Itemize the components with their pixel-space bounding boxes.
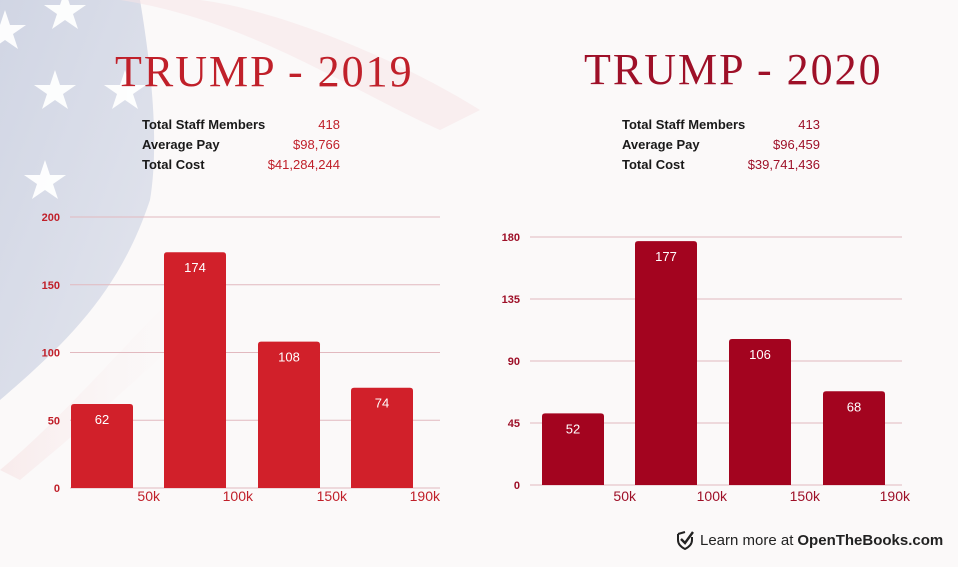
stat-value: 413 — [798, 117, 820, 132]
bar — [164, 252, 226, 488]
bar — [351, 387, 413, 488]
stats-2020: Total Staff Members 413 Average Pay $96,… — [622, 115, 820, 175]
y-tick-label: 135 — [502, 294, 520, 306]
x-tick-label: 150k — [790, 488, 821, 504]
stat-label: Average Pay — [622, 137, 700, 152]
bar — [71, 403, 133, 488]
stat-value: $39,741,436 — [747, 157, 820, 172]
y-tick-label: 50 — [48, 415, 60, 427]
stat-label: Total Staff Members — [622, 117, 746, 132]
stat-row-total-cost: Total Cost $41,284,244 — [142, 155, 340, 175]
y-tick-label: 45 — [508, 418, 520, 430]
bar — [729, 338, 791, 485]
y-tick-label: 150 — [42, 280, 60, 292]
bar-value-label: 177 — [655, 249, 677, 264]
y-tick-label: 180 — [502, 232, 520, 244]
stat-value: $96,459 — [773, 137, 820, 152]
stat-label: Total Cost — [622, 157, 685, 172]
bar — [542, 413, 604, 485]
footer-prefix: Learn more at — [700, 531, 794, 549]
bar-value-label: 174 — [184, 260, 206, 275]
x-tick-label: 50k — [137, 488, 161, 504]
x-tick-label: 100k — [223, 488, 254, 504]
stat-row-total-cost: Total Cost $39,741,436 — [622, 155, 820, 175]
stat-label: Total Staff Members — [142, 117, 266, 132]
bar-value-label: 106 — [749, 347, 771, 362]
footer-link[interactable]: Learn more at OpenTheBooks.com — [676, 530, 943, 550]
y-tick-label: 0 — [514, 480, 520, 492]
x-tick-label: 190k — [880, 488, 911, 504]
stat-label: Total Cost — [142, 157, 205, 172]
stat-value: 418 — [318, 117, 340, 132]
bar — [823, 391, 885, 485]
y-tick-label: 0 — [54, 483, 60, 495]
chart-title-2020: TRUMP - 2020 — [584, 45, 883, 94]
stats-2019: Total Staff Members 418 Average Pay $98,… — [142, 115, 340, 175]
x-tick-label: 150k — [317, 488, 348, 504]
bar-value-label: 68 — [847, 399, 861, 414]
bar-value-label: 74 — [375, 396, 389, 411]
footer-brand: OpenTheBooks.com — [797, 531, 944, 549]
y-tick-label: 90 — [508, 356, 520, 368]
bar-value-label: 52 — [566, 421, 580, 436]
stat-label: Average Pay — [142, 137, 220, 152]
bar — [258, 341, 320, 488]
chart-title-2019: TRUMP - 2019 — [115, 47, 414, 96]
x-tick-label: 100k — [697, 488, 728, 504]
y-tick-label: 200 — [42, 212, 60, 224]
shield-check-icon — [677, 531, 694, 550]
x-tick-label: 50k — [613, 488, 637, 504]
stat-row-staff: Total Staff Members 418 — [142, 115, 340, 135]
x-tick-label: 190k — [410, 488, 441, 504]
bar-value-label: 62 — [95, 412, 109, 427]
bar-value-label: 108 — [278, 350, 300, 365]
stat-row-staff: Total Staff Members 413 — [622, 115, 820, 135]
stat-value: $41,284,244 — [267, 157, 340, 172]
star-icons — [0, 0, 146, 199]
stat-row-average-pay: Average Pay $96,459 — [622, 135, 820, 155]
stat-value: $98,766 — [293, 137, 340, 152]
y-tick-label: 100 — [42, 348, 60, 360]
bar — [635, 241, 697, 485]
stat-row-average-pay: Average Pay $98,766 — [142, 135, 340, 155]
